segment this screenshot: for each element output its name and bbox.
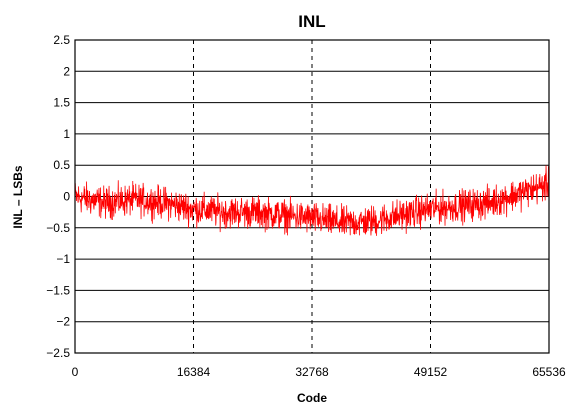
chart-title: INL (298, 12, 325, 31)
y-tick-label: −1.5 (46, 283, 70, 297)
x-tick-label: 0 (72, 365, 79, 379)
x-axis-label: Code (297, 391, 327, 405)
y-tick-label: 2 (63, 64, 70, 78)
y-tick-label: −2.5 (46, 346, 70, 360)
y-tick-label: 0.5 (53, 158, 70, 172)
tick-labels: 2.521.510.50−0.5−1−1.5−2−2.50 16384 32768 4… (46, 33, 566, 379)
plot-frame (74, 39, 550, 354)
x-tick-label: 49152 (414, 365, 448, 379)
x-tick-label: 16384 (177, 365, 211, 379)
x-tick-label: 65536 (532, 365, 566, 379)
series-layer (74, 165, 550, 236)
y-tick-label: −1 (56, 252, 70, 266)
y-tick-label: −2 (56, 315, 70, 329)
x-tick-label: 32768 (295, 365, 329, 379)
y-tick-label: 1 (63, 127, 70, 141)
y-tick-label: 0 (63, 190, 70, 204)
y-tick-label: −0.5 (46, 221, 70, 235)
grid (75, 40, 549, 353)
inl-series-line (74, 165, 550, 236)
y-tick-label: 2.5 (53, 33, 70, 47)
y-axis-label: INL – LSBs (11, 165, 25, 228)
y-tick-label: 1.5 (53, 96, 70, 110)
